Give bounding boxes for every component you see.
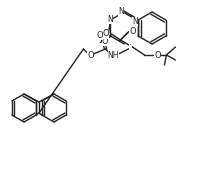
Text: O: O [102, 30, 109, 38]
Text: ·: · [129, 40, 132, 50]
Text: O: O [96, 30, 103, 40]
Text: O: O [154, 51, 161, 60]
Text: NH: NH [108, 51, 119, 60]
Text: O: O [87, 51, 94, 61]
Text: N: N [118, 8, 124, 16]
Text: O: O [129, 26, 136, 36]
Text: O: O [102, 37, 108, 46]
Text: N: N [132, 16, 138, 26]
Text: N: N [108, 15, 113, 23]
